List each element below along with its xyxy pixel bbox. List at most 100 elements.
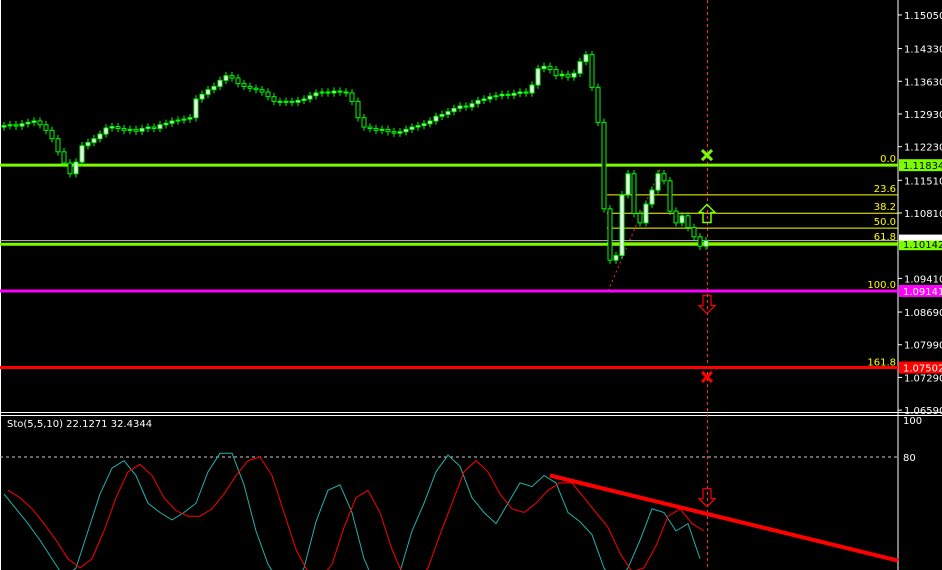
cross-marker-icon [700,370,714,384]
candle-body [493,95,499,98]
candle-body [403,128,409,133]
candle-body [187,117,193,120]
candle-body [199,93,205,100]
price-label-text: 1.10142 [903,240,942,251]
candle-body [235,77,241,85]
price-label-badge [899,234,942,241]
candle-body [241,83,247,87]
fib-level-label: 61.8 [874,232,896,243]
fib-level-label: 161.8 [867,358,896,369]
candle-body [319,91,325,94]
candle-body [613,255,619,261]
candle-body [19,123,25,127]
candle-body [307,95,313,100]
stoch-trendline [549,473,899,563]
candle-body [265,91,271,98]
candle-body [571,72,577,78]
price-label-text: 1.09141 [903,287,942,298]
candle-body [61,151,67,164]
candle-body [529,84,535,94]
stoch-main-line [3,452,701,570]
candle-body [211,85,217,91]
candle-body [277,100,283,103]
candle-body [259,89,265,93]
candle-body [181,118,187,121]
candle-body [487,96,493,100]
candle-body [343,91,349,94]
candle-body [109,126,115,129]
price-label-badge [899,361,942,374]
price-label-badge [899,284,942,297]
candle-body [583,54,589,63]
candle-body [37,120,43,126]
candle-body [103,127,109,135]
candle-body [169,120,175,124]
candle-body [439,113,445,117]
price-tick-label: 1.07290 [904,373,942,384]
candle-body [289,100,295,103]
candle-body [355,100,361,119]
candle-body [661,173,667,182]
candle-body [685,215,691,228]
candle-body [313,92,319,97]
stochastic-pane[interactable]: 100 80 Sto(5,5,10) 22.1271 32.4344 [0,416,922,570]
candle-body [379,128,385,131]
price-tick-label: 1.09410 [904,274,942,285]
candle-body [151,126,157,129]
candle-body [361,117,367,128]
arrow-up-marker-icon [697,203,717,224]
candle-body [139,127,145,132]
candle-body [445,111,451,115]
candle-body [421,123,427,127]
candle-body [247,85,253,89]
arrow-down-marker-icon [697,294,717,315]
stoch-tick-label: 100 [903,416,922,427]
candle-body [43,124,49,131]
candle-body [535,68,541,86]
candle-body [697,236,703,247]
stoch-tick-label: 80 [903,453,916,464]
candle-body [127,128,133,131]
candle-body [67,162,73,175]
price-tick-label: 1.08690 [904,308,942,319]
price-tick-label: 1.07990 [904,341,942,352]
candle-body [133,128,139,132]
candle-body [517,91,523,94]
candle-body [607,208,613,261]
candle-body [637,212,643,224]
candle-body [457,105,463,109]
candle-body [301,98,307,101]
candle-body [649,189,655,205]
candle-body [397,131,403,134]
candle-body [337,90,343,93]
candle-body [217,79,223,87]
price-label-badge [899,238,942,251]
candle-body [295,99,301,103]
candle-body [499,93,505,97]
arrow-down-marker-icon [697,488,717,508]
price-tick-label: 1.11510 [904,176,942,187]
candle-body [577,61,583,74]
candle-body [691,226,697,238]
candle-body [703,240,709,247]
candle-body [253,87,259,91]
candle-body [373,127,379,131]
fib-level-label: 23.6 [874,184,896,195]
candle-body [145,126,151,129]
candle-body [7,124,13,127]
candle-body [553,69,559,77]
price-tick-label: 1.12930 [904,110,942,121]
candle-body [13,124,19,127]
candle-body [475,99,481,105]
candle-body [541,65,547,70]
price-label-badge [899,159,942,172]
candle-body [595,86,601,123]
candle-body [469,103,475,108]
stochastic-title: Sto(5,5,10) 22.1271 32.4344 [7,419,152,430]
candle-body [163,122,169,126]
fib-level-label: 38.2 [874,202,896,213]
candle-body [655,173,661,191]
candle-body [631,173,637,214]
